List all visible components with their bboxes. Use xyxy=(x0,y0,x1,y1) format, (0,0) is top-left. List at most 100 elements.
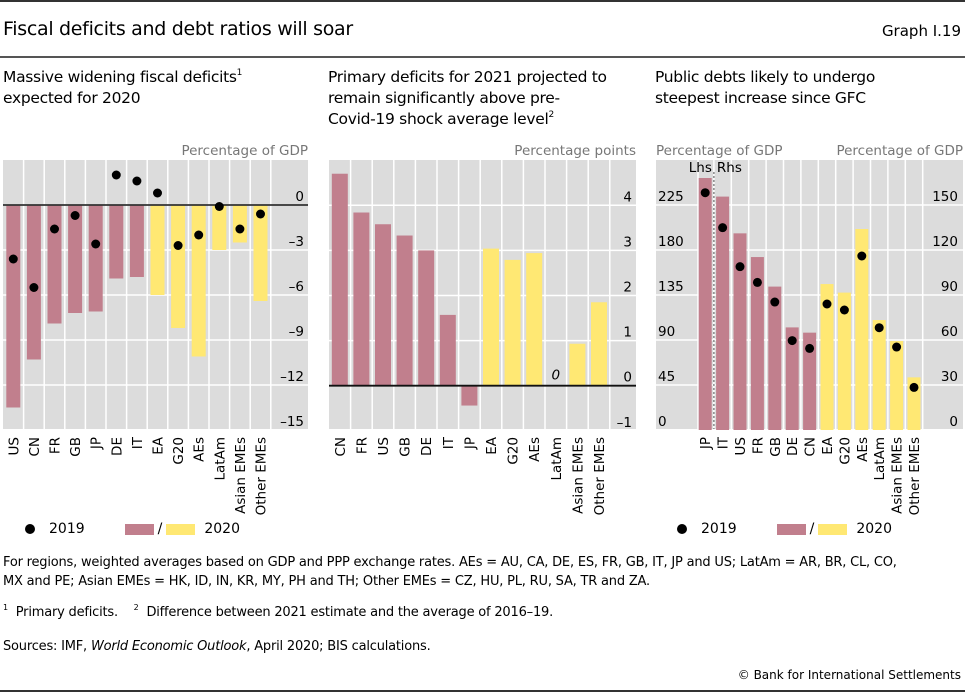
regions-note-line2: MX and PE; Asian EMEs = HK, ID, IN, KR, … xyxy=(3,574,650,589)
dot-2019-it xyxy=(718,223,728,233)
x-category-label: Asian EMEs xyxy=(570,437,586,514)
bar-it xyxy=(439,314,456,386)
footnote-ref-2: 2 xyxy=(548,110,555,120)
panel-3-unit-label-left: Percentage of GDP xyxy=(656,143,783,159)
sources-publication: World Economic Outlook xyxy=(90,639,247,654)
x-category-label: G20 xyxy=(171,437,187,465)
regions-note-line1: For regions, weighted averages based on … xyxy=(3,555,897,570)
x-category-label: IT xyxy=(716,436,732,449)
x-category-label: AEs xyxy=(527,437,543,462)
dot-2019-aes xyxy=(194,230,204,240)
panel-2-unit-label: Percentage points xyxy=(514,143,636,159)
legend-slash: / xyxy=(157,521,163,537)
footnote-1-mark: 1 xyxy=(3,603,8,612)
dot-2019-fr xyxy=(752,277,762,287)
y-tick-label: 3 xyxy=(623,234,632,250)
dot-2019-us xyxy=(735,262,745,272)
x-category-label: DE xyxy=(419,437,435,456)
dot-2019-aes xyxy=(857,251,867,261)
bar-asian-emes xyxy=(569,343,586,386)
x-category-label: GB xyxy=(398,437,414,457)
bar-2020-gb xyxy=(68,205,83,313)
panel-3-title: Public debts likely to undergo steepest … xyxy=(655,67,875,109)
dot-2019-latam xyxy=(214,202,224,211)
x-category-label: GB xyxy=(768,437,784,457)
panel-1-unit-label: Percentage of GDP xyxy=(181,143,308,159)
bar-2020-it xyxy=(716,196,730,430)
bar-2020-g20 xyxy=(171,205,186,328)
dot-2019-gb xyxy=(770,297,780,307)
footnotes: 1 Primary deficits. 2 Difference between… xyxy=(3,603,553,622)
x-category-label: G20 xyxy=(506,437,522,465)
x-category-label: FR xyxy=(48,437,64,454)
x-category-label: AEs xyxy=(192,437,208,462)
bar-2020-it xyxy=(129,205,144,277)
graph-title: Fiscal deficits and debt ratios will soa… xyxy=(3,18,353,40)
y-tick-label: –3 xyxy=(289,234,304,250)
footnote-2-mark: 2 xyxy=(133,603,139,612)
dot-2019-latam xyxy=(874,323,884,333)
dot-2019-asian-emes xyxy=(892,342,902,352)
bar-ea xyxy=(483,248,499,386)
bar-2020-jp xyxy=(88,205,103,312)
x-category-label: AEs xyxy=(855,437,871,462)
panel-2-title-line1: Primary deficits for 2021 projected to xyxy=(328,68,607,86)
copyright: © Bank for International Settlements xyxy=(737,668,961,682)
bar-2020-jp xyxy=(698,178,712,430)
x-category-label: EA xyxy=(484,436,500,455)
bar-2020-ea xyxy=(820,284,834,430)
legend-swatch-advanced xyxy=(776,523,806,535)
x-category-label: Other EMEs xyxy=(907,437,923,515)
dot-2019-other-emes xyxy=(909,382,919,392)
bar-2020-cn xyxy=(26,205,41,360)
x-category-label: EA xyxy=(151,436,167,455)
bar-2020-de xyxy=(109,205,124,279)
y-tick-label: 0 xyxy=(295,189,304,205)
zero-value-annotation: 0 xyxy=(552,368,561,384)
legend-2020-label: 2020 xyxy=(204,521,240,537)
y-tick-label: 2 xyxy=(623,280,632,296)
legend-swatch-advanced xyxy=(124,523,154,535)
footnote-ref-1: 1 xyxy=(236,68,243,78)
y-tick-label-right: 90 xyxy=(941,279,958,295)
x-category-label: LatAm xyxy=(872,437,888,480)
bar-2020-aes xyxy=(191,205,206,357)
bar-cn xyxy=(331,173,348,386)
y-tick-label-right: 60 xyxy=(941,324,958,340)
x-category-label: DE xyxy=(785,437,801,456)
y-tick-label: –1 xyxy=(617,415,632,431)
bar-2020-cn xyxy=(803,332,817,430)
panel-1-title-line1: Massive widening fiscal deficits xyxy=(3,68,237,86)
panel-3-title-line2: steepest increase since GFC xyxy=(655,89,866,107)
y-tick-label: –9 xyxy=(289,324,304,340)
dot-2019-ea xyxy=(153,188,162,198)
x-category-label: JP xyxy=(89,437,105,450)
sources-prefix: Sources: IMF, xyxy=(3,639,91,654)
x-category-label: Other EMEs xyxy=(592,437,608,515)
panel-2-title-line3: Covid-19 shock average level xyxy=(328,110,549,128)
legend-dot-icon xyxy=(677,524,687,534)
y-tick-label-right: 150 xyxy=(932,189,958,205)
y-tick-label-left: 0 xyxy=(658,414,667,430)
sources-suffix: , April 2020; BIS calculations. xyxy=(246,639,431,654)
dot-2019-us xyxy=(8,254,18,264)
bar-2020-us xyxy=(6,205,21,408)
header-rule xyxy=(0,56,965,58)
bar-2020-g20 xyxy=(837,292,851,430)
bar-jp xyxy=(461,385,478,406)
panel-1-title: Massive widening fiscal deficits1 expect… xyxy=(3,67,242,109)
dot-2019-jp xyxy=(700,188,710,198)
legend-panel-1: 2019 / 2020 xyxy=(25,521,240,537)
x-category-label: IT xyxy=(441,436,457,449)
lhs-label: Lhs xyxy=(689,160,712,176)
dot-2019-other-emes xyxy=(256,209,265,219)
bar-2020-fr xyxy=(47,205,62,324)
bar-gb xyxy=(396,235,413,386)
y-tick-label-right: 0 xyxy=(949,414,958,430)
bar-2020-aes xyxy=(855,229,869,430)
dot-2019-asian-emes xyxy=(235,224,245,234)
y-tick-label: –15 xyxy=(280,414,304,430)
legend-slash: / xyxy=(809,521,815,537)
y-tick-label-left: 225 xyxy=(658,189,684,205)
